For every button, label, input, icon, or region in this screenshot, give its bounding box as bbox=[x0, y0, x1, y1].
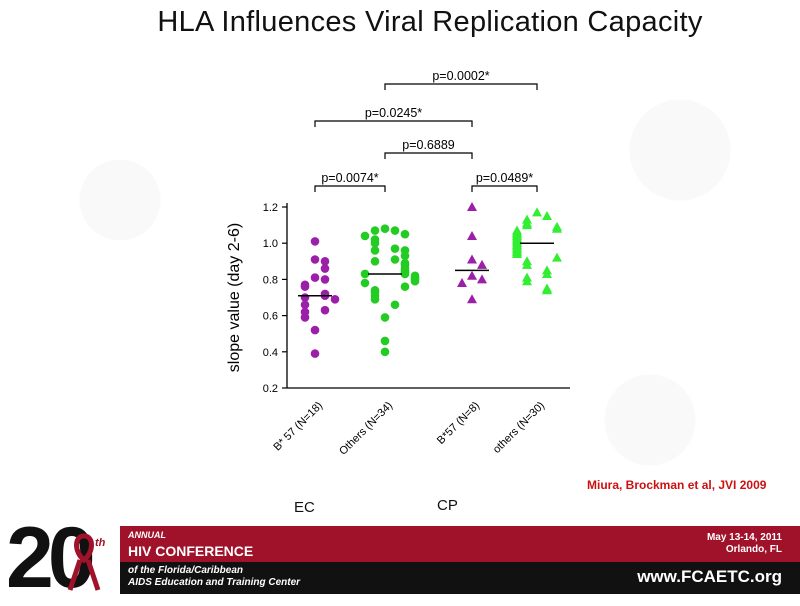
data-point bbox=[320, 257, 330, 266]
data-point bbox=[467, 270, 477, 280]
data-point bbox=[380, 313, 390, 322]
p-value-label: p=0.0489* bbox=[476, 171, 533, 185]
banner-annual: ANNUAL bbox=[128, 530, 166, 540]
data-point bbox=[320, 305, 330, 315]
significance-bracket bbox=[384, 83, 538, 90]
p-value-label: p=0.0002* bbox=[432, 69, 489, 83]
data-point bbox=[310, 325, 320, 335]
data-point bbox=[400, 251, 410, 261]
data-point bbox=[542, 211, 552, 221]
data-point bbox=[330, 295, 340, 304]
data-point bbox=[457, 278, 467, 288]
significance-bracket bbox=[471, 185, 538, 192]
data-point bbox=[390, 226, 400, 235]
y-tick-label: 1.0 bbox=[263, 238, 278, 250]
scatter-chart: 0.2 0.4 0.6 0.8 1.0 1.2 slope value (day 2-6) B… bbox=[226, 69, 570, 458]
data-point bbox=[400, 269, 410, 279]
data-point bbox=[522, 220, 532, 230]
banner-date-location: May 13-14, 2011 Orlando, FL bbox=[707, 532, 782, 556]
x-category-label: Others (N=34) bbox=[337, 400, 395, 458]
data-point bbox=[380, 347, 390, 357]
banner-organizer-line1: of the Florida/Caribbean bbox=[128, 565, 244, 576]
data-point bbox=[512, 249, 522, 259]
data-point bbox=[310, 349, 320, 358]
data-point bbox=[360, 231, 370, 241]
significance-bracket bbox=[314, 120, 473, 127]
data-point bbox=[522, 259, 532, 269]
data-point bbox=[310, 273, 320, 282]
data-point bbox=[370, 238, 380, 248]
data-point bbox=[360, 269, 370, 279]
data-point bbox=[310, 255, 320, 264]
data-point bbox=[370, 295, 380, 304]
y-axis-label: slope value (day 2-6) bbox=[226, 223, 243, 372]
p-value-label: p=0.0074* bbox=[321, 171, 378, 185]
data-point bbox=[532, 207, 542, 217]
citation: Miura, Brockman et al, JVI 2009 bbox=[587, 478, 767, 492]
banner-black-band bbox=[120, 562, 800, 594]
data-point bbox=[320, 275, 330, 284]
ribbon-icon bbox=[67, 533, 101, 591]
y-tick-label: 0.4 bbox=[263, 347, 278, 359]
x-category-label: B*57 (N=8) bbox=[435, 400, 482, 447]
data-point bbox=[477, 259, 487, 269]
data-point bbox=[390, 255, 400, 264]
banner-conference: HIV CONFERENCE bbox=[128, 543, 254, 559]
data-point bbox=[370, 257, 380, 266]
logo-suffix: th bbox=[95, 537, 106, 549]
y-tick-label: 0.8 bbox=[263, 274, 278, 286]
data-point bbox=[467, 294, 477, 304]
banner-red-band bbox=[120, 526, 800, 562]
data-point bbox=[390, 244, 400, 253]
slide-title: HLA Influences Viral Replication Capacit… bbox=[157, 6, 703, 38]
significance-bracket bbox=[384, 152, 473, 159]
banner-url-link[interactable]: www.FCAETC.org bbox=[637, 567, 782, 586]
data-point bbox=[552, 252, 562, 262]
y-tick-label: 0.6 bbox=[263, 311, 278, 323]
data-point bbox=[542, 268, 552, 278]
data-point bbox=[370, 226, 380, 235]
data-point bbox=[370, 246, 380, 255]
data-point bbox=[320, 264, 330, 273]
data-point bbox=[477, 274, 487, 284]
data-point bbox=[300, 300, 310, 310]
banner-location: Orlando, FL bbox=[725, 544, 782, 555]
data-point bbox=[360, 278, 370, 288]
data-point bbox=[400, 282, 410, 291]
significance-bracket bbox=[314, 185, 386, 192]
p-value-label: p=0.6889 bbox=[402, 138, 455, 152]
data-point bbox=[522, 276, 532, 286]
data-point bbox=[300, 282, 310, 291]
group-label-ec: EC bbox=[294, 499, 315, 516]
background-pattern bbox=[0, 0, 800, 520]
data-point bbox=[467, 202, 477, 211]
data-point bbox=[552, 223, 562, 233]
banner-date: May 13-14, 2011 bbox=[706, 532, 782, 543]
data-point bbox=[300, 313, 310, 322]
data-point bbox=[380, 336, 390, 346]
data-point bbox=[380, 224, 390, 234]
x-category-label: others (N=30) bbox=[491, 400, 547, 456]
data-point bbox=[467, 230, 477, 240]
data-point bbox=[410, 276, 420, 286]
data-point bbox=[467, 254, 477, 264]
y-tick-label: 1.2 bbox=[263, 202, 278, 214]
group-label-cp: CP bbox=[437, 497, 458, 514]
data-point bbox=[400, 229, 410, 239]
data-point bbox=[542, 285, 552, 295]
banner-organizer-line2: AIDS Education and Training Center bbox=[128, 577, 301, 588]
y-tick-label: 0.2 bbox=[263, 383, 278, 395]
data-point bbox=[390, 300, 400, 310]
x-category-label: B* 57 (N=18) bbox=[271, 400, 325, 454]
p-value-label: p=0.0245* bbox=[365, 106, 422, 120]
data-point bbox=[310, 237, 320, 246]
